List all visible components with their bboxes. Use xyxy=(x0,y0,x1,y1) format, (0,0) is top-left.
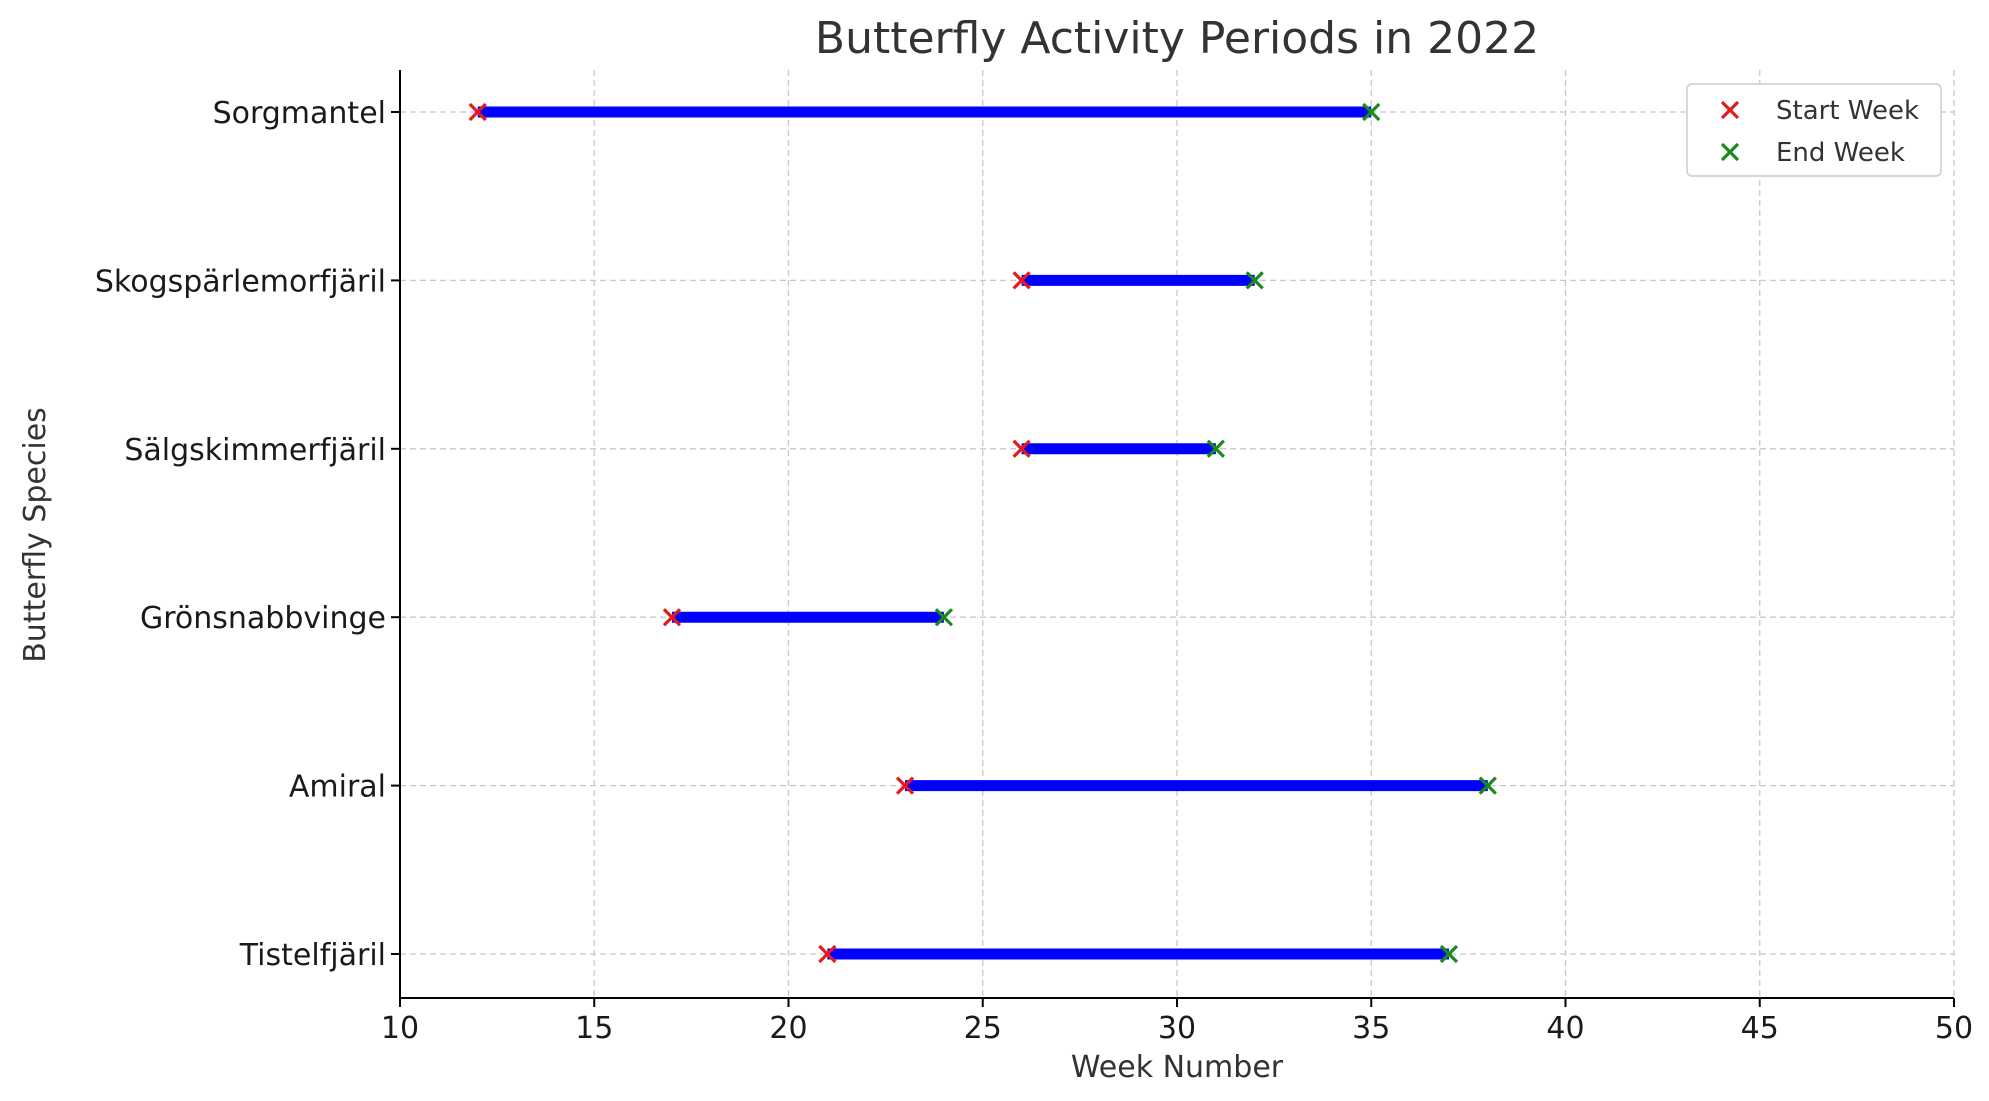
y-tick-label: Sälgskimmerfjäril xyxy=(124,433,386,468)
x-tick-label: 25 xyxy=(964,1011,1002,1046)
grid-lines xyxy=(399,70,1955,998)
y-tick-label: Amiral xyxy=(289,770,386,805)
legend: Start Week End Week xyxy=(1686,83,1942,177)
y-axis-label: Butterfly Species xyxy=(18,407,53,663)
x-axis-label: Week Number xyxy=(1071,1050,1284,1085)
y-tick-label: Grönsnabbvinge xyxy=(140,601,386,636)
x-tick-label: 30 xyxy=(1158,1011,1196,1046)
start-week-marker xyxy=(1012,439,1031,458)
x-tick-label: 40 xyxy=(1546,1011,1584,1046)
legend-marker xyxy=(1720,142,1740,162)
start-week-marker xyxy=(818,944,837,964)
legend-marker xyxy=(1720,100,1740,120)
start-week-marker xyxy=(662,608,682,627)
start-week-marker xyxy=(1012,271,1031,290)
y-tick-label: Tistelfjäril xyxy=(239,938,386,973)
x-tick-label: 35 xyxy=(1352,1011,1390,1046)
end-week-marker xyxy=(934,608,954,627)
legend-label: Start Week xyxy=(1776,96,1919,126)
legend-box xyxy=(1686,83,1942,177)
end-week-marker xyxy=(1362,102,1381,122)
markers xyxy=(468,102,1497,964)
chart-title: Butterfly Activity Periods in 2022 xyxy=(815,13,1539,64)
x-tick-label: 10 xyxy=(381,1011,419,1046)
x-ticks: 10 15 20 25 30 35 40 45 50 xyxy=(381,998,1973,1046)
end-week-marker xyxy=(1206,439,1225,458)
start-week-marker xyxy=(895,776,915,795)
end-week-marker xyxy=(1478,776,1497,795)
x-tick-label: 15 xyxy=(575,1011,613,1046)
x-tick-label: 50 xyxy=(1935,1011,1973,1046)
range-bars xyxy=(477,106,1488,960)
x-tick-label: 45 xyxy=(1741,1011,1779,1046)
y-tick-label: Sorgmantel xyxy=(213,96,386,131)
start-week-marker xyxy=(468,102,487,122)
end-week-marker xyxy=(1439,944,1459,964)
end-week-marker xyxy=(1245,271,1264,290)
x-tick-label: 20 xyxy=(769,1011,807,1046)
legend-label: End Week xyxy=(1776,138,1905,168)
y-tick-label: Skogspärlemorfjäril xyxy=(95,264,386,299)
y-ticks: Tistelfjäril Amiral Grönsnabbvinge Sälgskim… xyxy=(95,96,400,973)
